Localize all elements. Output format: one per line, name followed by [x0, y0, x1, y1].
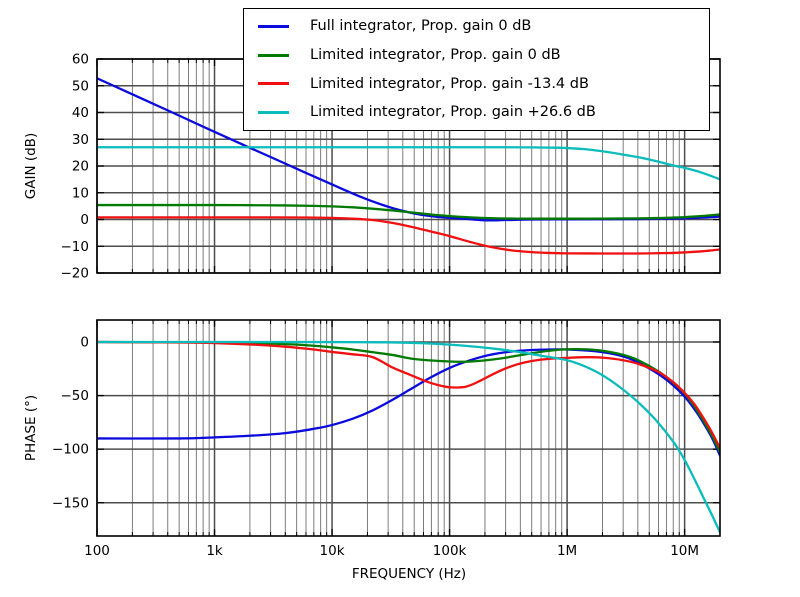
- x-tick-label: 10k: [320, 543, 345, 559]
- legend-item-label: Limited integrator, Prop. gain -13.4 dB: [310, 75, 589, 92]
- y-tick-label: 20: [72, 159, 89, 175]
- y-tick-label: 0: [80, 334, 89, 350]
- phase-curve-red: [97, 340, 720, 450]
- y-tick-label: 40: [72, 105, 89, 121]
- legend-item-label: Full integrator, Prop. gain 0 dB: [310, 18, 532, 35]
- x-tick-label: 10M: [670, 543, 699, 559]
- phase-axis-label: PHASE (°): [23, 394, 39, 462]
- legend-item-green: Limited integrator, Prop. gain 0 dB: [244, 41, 709, 69]
- phase-curve-cyan: [97, 340, 720, 534]
- phase-curve-blue: [97, 348, 720, 457]
- x-tick-label: 1M: [557, 543, 577, 559]
- y-tick-label: 30: [72, 132, 89, 148]
- y-tick-label: 10: [72, 185, 89, 201]
- y-tick-label: 0: [80, 212, 89, 228]
- phase-plot-area: 100 1k 10k 100k 1M 10M 0 −50 −100 −150: [52, 319, 721, 559]
- phase-axes-border: [96, 319, 721, 537]
- y-tick-label: −20: [61, 266, 90, 282]
- y-tick-label: 50: [72, 78, 89, 94]
- legend-item-label: Limited integrator, Prop. gain +26.6 dB: [310, 104, 596, 121]
- frequency-axis-label: FREQUENCY (Hz): [351, 566, 467, 582]
- legend: Full integrator, Prop. gain 0 dB Limited …: [243, 8, 710, 131]
- y-tick-label: −150: [52, 495, 89, 511]
- gain-curve-green: [97, 203, 720, 220]
- legend-line-swatch-green: [258, 53, 289, 57]
- y-tick-label: 60: [72, 52, 89, 68]
- y-tick-label: −10: [61, 239, 90, 255]
- legend-line-swatch-blue: [258, 24, 289, 28]
- gain-axis-label: GAIN (dB): [23, 132, 39, 200]
- gain-curve-red: [97, 216, 720, 255]
- x-tick-label: 1k: [206, 543, 223, 559]
- legend-item-red: Limited integrator, Prop. gain -13.4 dB: [244, 70, 709, 98]
- legend-line-swatch-red: [258, 82, 289, 86]
- legend-item-cyan: Limited integrator, Prop. gain +26.6 dB: [244, 99, 709, 127]
- y-tick-label: −100: [52, 442, 89, 458]
- gain-curve-cyan: [97, 146, 720, 181]
- x-tick-label: 100k: [433, 543, 467, 559]
- x-tick-label: 100: [84, 543, 110, 559]
- legend-line-swatch-cyan: [258, 111, 289, 115]
- legend-item-label: Limited integrator, Prop. gain 0 dB: [310, 46, 561, 63]
- legend-item-blue: Full integrator, Prop. gain 0 dB: [244, 12, 709, 40]
- y-tick-label: −50: [61, 388, 90, 404]
